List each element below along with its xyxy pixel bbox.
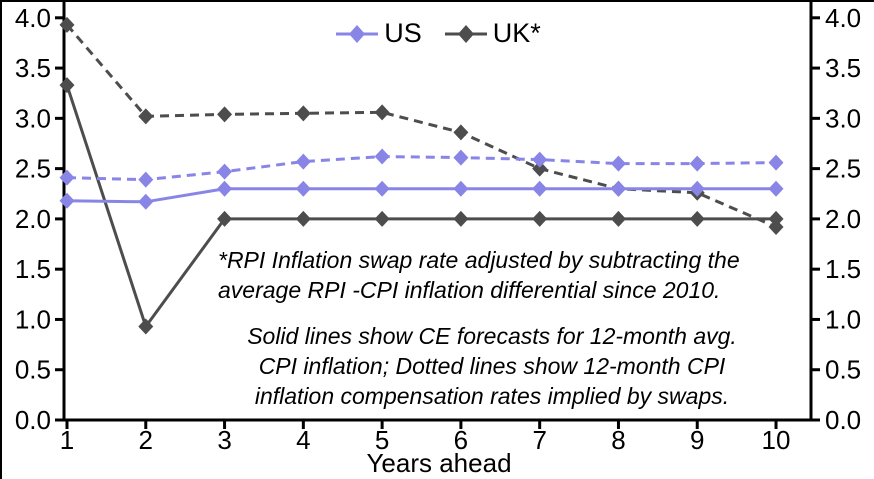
y-tick-label-right: 3.5 xyxy=(825,53,861,83)
y-tick-label-left: 3.5 xyxy=(15,53,51,83)
data-point-marker xyxy=(295,180,311,197)
data-point-marker xyxy=(138,318,154,335)
axis-spines xyxy=(62,2,813,422)
x-tick-label: 8 xyxy=(611,425,625,455)
rpi-footnote: *RPI Inflation swap rate adjusted by sub… xyxy=(218,245,740,305)
data-point-marker xyxy=(532,180,548,197)
y-tick-label-left: 0.5 xyxy=(15,355,51,385)
x-tick-label: 7 xyxy=(532,425,546,455)
y-tick-label-right: 2.5 xyxy=(825,154,861,184)
legend-item-us: US xyxy=(335,18,422,49)
x-tick-label: 2 xyxy=(139,425,153,455)
y-tick-label-right: 0.0 xyxy=(825,405,861,435)
y-tick-label-left: 1.5 xyxy=(15,254,51,284)
data-point-marker xyxy=(374,148,390,165)
y-tick-label-right: 3.0 xyxy=(825,103,861,133)
y-tick-label-left: 2.0 xyxy=(15,204,51,234)
data-point-marker xyxy=(689,155,705,172)
series-line xyxy=(66,155,777,182)
data-point-marker xyxy=(768,180,784,197)
data-point-marker xyxy=(453,149,469,166)
data-point-marker xyxy=(453,210,469,227)
data-point-marker xyxy=(217,180,233,197)
data-point-marker xyxy=(217,210,233,227)
lines-note-line-2: CPI inflation; Dotted lines show 12-mont… xyxy=(258,353,726,379)
data-point-marker xyxy=(532,210,548,227)
x-tick-label: 6 xyxy=(454,425,468,455)
y-tick-label-right: 0.5 xyxy=(825,355,861,385)
data-point-marker xyxy=(532,160,548,177)
series-line xyxy=(65,23,777,229)
x-tick-label: 3 xyxy=(217,425,231,455)
data-point-marker xyxy=(295,153,311,170)
data-point-marker xyxy=(610,155,626,172)
y-tick-label-right: 1.0 xyxy=(825,304,861,334)
series-line xyxy=(66,187,777,204)
data-point-marker xyxy=(453,124,469,141)
data-point-marker xyxy=(532,151,548,168)
data-point-marker xyxy=(610,180,626,197)
data-point-marker xyxy=(689,180,705,197)
x-tick-label: 9 xyxy=(690,425,704,455)
series-line xyxy=(65,84,777,330)
data-point-marker xyxy=(610,210,626,227)
y-tick-label-right: 1.5 xyxy=(825,254,861,284)
y-tick-label-left: 0.0 xyxy=(15,405,51,435)
x-tick-label: 1 xyxy=(60,425,74,455)
data-point-marker xyxy=(59,169,75,186)
lines-explanation-note: Solid lines show CE forecasts for 12-mon… xyxy=(162,321,822,411)
y-tick-label-right: 2.0 xyxy=(825,204,861,234)
rpi-footnote-line-2: average RPI -CPI inflation differential … xyxy=(218,277,721,303)
uk-line-diamond-icon xyxy=(444,24,487,43)
data-point-marker xyxy=(689,210,705,227)
data-point-marker xyxy=(768,218,784,235)
data-point-marker xyxy=(768,210,784,227)
lines-note-line-1: Solid lines show CE forecasts for 12-mon… xyxy=(247,323,737,349)
data-point-marker xyxy=(295,105,311,122)
data-point-marker xyxy=(59,192,75,209)
data-point-marker xyxy=(768,154,784,171)
x-axis-title: Years ahead xyxy=(366,448,511,478)
data-point-marker xyxy=(453,180,469,197)
data-point-marker xyxy=(374,104,390,121)
data-point-marker xyxy=(295,210,311,227)
legend-item-uk: UK* xyxy=(444,18,541,49)
data-point-marker xyxy=(374,180,390,197)
chart-legend: US UK* xyxy=(2,18,874,49)
data-point-marker xyxy=(138,171,154,188)
data-point-marker xyxy=(374,210,390,227)
y-tick-label-left: 2.5 xyxy=(15,154,51,184)
lines-note-line-3: inflation compensation rates implied by … xyxy=(254,383,730,409)
us-line-diamond-icon xyxy=(336,24,379,43)
y-tick-label-left: 3.0 xyxy=(15,103,51,133)
data-point-marker xyxy=(138,108,154,125)
data-point-marker xyxy=(138,193,154,210)
data-point-marker xyxy=(217,163,233,180)
legend-label-us: US xyxy=(384,18,422,48)
rpi-footnote-line-1: *RPI Inflation swap rate adjusted by sub… xyxy=(218,247,740,273)
legend-label-uk: UK* xyxy=(492,18,541,48)
y-tick-label-right: 4.0 xyxy=(825,3,861,33)
y-tick-label-left: 4.0 xyxy=(15,3,51,33)
x-tick-label: 5 xyxy=(375,425,389,455)
x-tick-label: 10 xyxy=(762,425,791,455)
data-point-marker xyxy=(59,77,75,94)
data-point-marker xyxy=(59,16,75,33)
x-tick-label: 4 xyxy=(296,425,310,455)
y-tick-label-left: 1.0 xyxy=(15,304,51,334)
data-point-marker xyxy=(217,106,233,123)
